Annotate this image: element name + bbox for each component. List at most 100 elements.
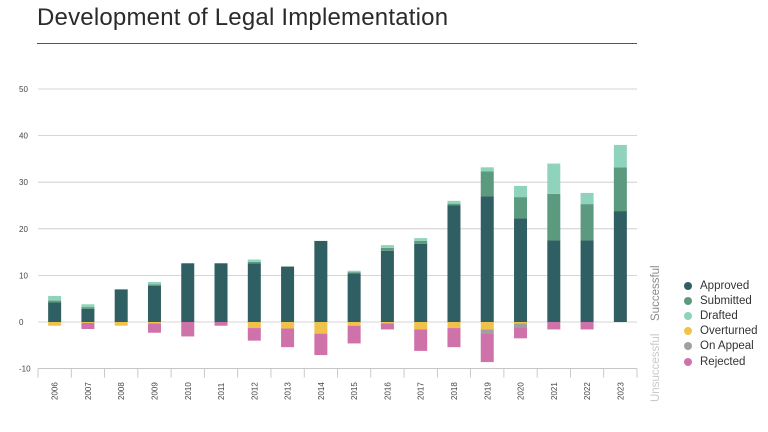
bar-rejected-2022 [580, 322, 594, 330]
bar-drafted-2019 [480, 167, 494, 172]
bar-rejected-2018 [447, 328, 461, 348]
bar-rejected-2013 [281, 328, 295, 348]
bar-rejected-2012 [247, 328, 261, 341]
bar-submitted-2015 [347, 272, 361, 274]
y-axis-tick-labels: -10 0 10 20 30 40 50 [19, 85, 31, 374]
legend-item-approved: Approved [684, 278, 758, 293]
bar-submitted-2016 [380, 247, 394, 251]
bar-approved-2009 [147, 285, 161, 322]
legend-item-rejected: Rejected [684, 354, 758, 369]
x-tick-label: 2023 [616, 382, 625, 400]
bar-submitted-2006 [48, 300, 62, 303]
bar-approved-2006 [48, 302, 62, 322]
bar-submitted-2018 [447, 203, 461, 206]
x-tick-label: 2015 [350, 382, 359, 400]
bar-overturned-2012 [247, 322, 261, 329]
bar-submitted-2022 [580, 204, 594, 241]
x-tick-label: 2010 [184, 382, 193, 400]
bar-rejected-2020 [514, 327, 528, 339]
bar-drafted-2021 [547, 163, 561, 194]
bar-on_appeal-2020 [514, 323, 528, 328]
bar-approved-2014 [314, 240, 328, 322]
y-tick-label: 20 [19, 225, 28, 234]
bar-submitted-2020 [514, 197, 528, 219]
x-tick-label: 2013 [284, 382, 293, 400]
bar-approved-2008 [114, 289, 128, 322]
bar-submitted-2019 [480, 171, 494, 197]
legend-swatch [684, 311, 692, 320]
bar-rejected-2019 [480, 333, 494, 363]
bars [48, 144, 627, 363]
bar-submitted-2017 [414, 240, 428, 244]
bar-approved-2018 [447, 205, 461, 322]
x-tick-label: 2017 [417, 382, 426, 400]
bar-approved-2015 [347, 273, 361, 322]
bar-rejected-2021 [547, 322, 561, 330]
legend-swatch [684, 342, 692, 351]
bar-overturned-2020 [514, 322, 528, 324]
bar-rejected-2017 [414, 329, 428, 351]
bar-drafted-2022 [580, 192, 594, 205]
legend-item-submitted: Submitted [684, 293, 758, 308]
bar-drafted-2012 [247, 259, 261, 262]
legend-label: Rejected [700, 355, 746, 368]
bar-approved-2023 [613, 211, 627, 322]
bar-approved-2019 [480, 196, 494, 322]
bar-drafted-2006 [48, 295, 62, 301]
x-tick-label: 2020 [517, 382, 526, 400]
bar-overturned-2016 [380, 322, 394, 324]
legend-label: Overturned [700, 325, 758, 338]
legend-item-drafted: Drafted [684, 308, 758, 323]
x-tick-label: 2006 [51, 382, 60, 400]
bar-approved-2007 [81, 308, 95, 322]
bar-approved-2011 [214, 263, 228, 322]
legend-swatch [684, 327, 692, 336]
y-tick-label: 40 [19, 132, 28, 141]
bar-overturned-2017 [414, 322, 428, 330]
bar-rejected-2014 [314, 333, 328, 356]
bar-submitted-2021 [547, 193, 561, 241]
bar-drafted-2015 [347, 270, 361, 273]
y-tick-label: -10 [19, 365, 31, 374]
bar-overturned-2006 [48, 322, 62, 326]
legend-swatch [684, 281, 692, 290]
bar-submitted-2023 [613, 167, 627, 212]
x-tick-label: 2011 [217, 382, 226, 400]
bar-approved-2022 [580, 240, 594, 322]
x-axis-tick-labels: 2006 2007 2008 2009 2010 2011 2012 2013 2014 2015… [51, 382, 626, 400]
bar-overturned-2015 [347, 322, 361, 326]
bar-approved-2010 [181, 263, 195, 322]
y-tick-label: 50 [19, 85, 28, 94]
bar-overturned-2007 [81, 322, 95, 323]
x-tick-label: 2008 [117, 382, 126, 400]
y-tick-label: 0 [19, 318, 24, 327]
bar-approved-2016 [380, 250, 394, 322]
x-tick-label: 2018 [450, 382, 459, 400]
bar-drafted-2020 [514, 185, 528, 198]
bar-submitted-2012 [247, 261, 261, 264]
x-tick-label: 2019 [483, 382, 492, 400]
legend-label: On Appeal [700, 340, 754, 353]
bar-submitted-2007 [81, 307, 95, 309]
chart-legend: Approved Submitted Drafted Overturned On App… [684, 278, 758, 369]
x-tick-label: 2007 [84, 382, 93, 400]
legend-swatch [684, 296, 692, 305]
bar-overturned-2008 [114, 322, 128, 326]
bar-overturned-2014 [314, 322, 328, 334]
bar-rejected-2010 [181, 322, 195, 337]
bar-drafted-2009 [147, 281, 161, 285]
chart-title: Development of Legal Implementation [37, 4, 449, 31]
legend-label: Submitted [700, 294, 752, 307]
bar-rejected-2007 [81, 322, 95, 329]
bar-approved-2013 [281, 266, 295, 322]
legend-swatch [684, 357, 692, 366]
legend-item-overturned: Overturned [684, 324, 758, 339]
bar-overturned-2009 [147, 322, 161, 324]
x-tick-label: 2022 [583, 382, 592, 400]
bar-drafted-2016 [380, 245, 394, 248]
bar-overturned-2013 [281, 322, 295, 329]
bar-drafted-2007 [81, 304, 95, 308]
bar-approved-2021 [547, 240, 561, 322]
bar-rejected-2016 [380, 323, 394, 330]
